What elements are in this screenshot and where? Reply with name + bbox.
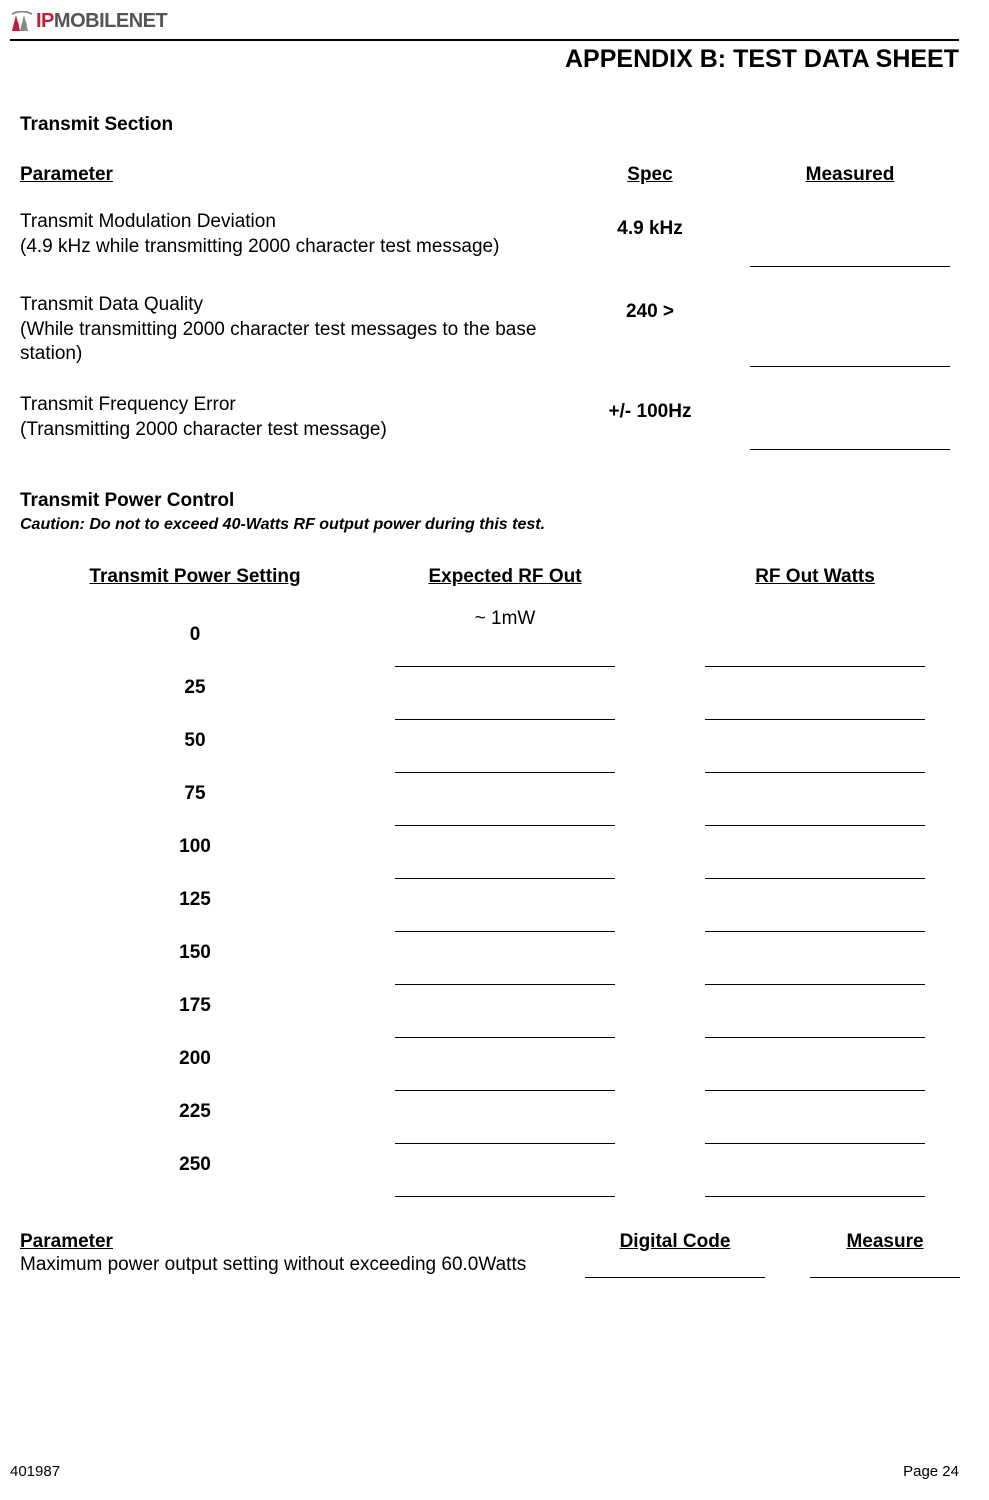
transmit-parameter: Transmit Frequency Error(Transmitting 20… — [20, 393, 550, 450]
power-setting: 200 — [40, 1048, 350, 1070]
footer-doc-number: 401987 — [10, 1463, 60, 1480]
expected-rf-out — [350, 714, 660, 767]
rf-out-watts-blank — [660, 767, 970, 820]
rf-out-watts-blank — [660, 820, 970, 873]
transmit-spec: 240 > — [550, 293, 750, 367]
rf-out-watts-blank — [660, 873, 970, 926]
caution-text: Caution: Do not to exceed 40-Watts RF ou… — [20, 516, 959, 534]
expected-rf-out — [350, 820, 660, 873]
transmit-spec: +/- 100Hz — [550, 393, 750, 450]
power-setting: 150 — [40, 942, 350, 964]
power-setting: 50 — [40, 730, 350, 752]
power-setting: 225 — [40, 1101, 350, 1123]
divider-top — [10, 39, 959, 41]
footer-page-number: Page 24 — [903, 1463, 959, 1480]
transmit-measured-blank — [750, 210, 950, 267]
section-title-power: Transmit Power Control — [20, 490, 959, 512]
expected-rf-out: ~ 1mW — [350, 608, 660, 661]
header-parameter: Parameter — [20, 164, 550, 186]
expected-rf-out — [350, 767, 660, 820]
blank-line-digital-code — [585, 1277, 765, 1278]
expected-rf-out — [350, 979, 660, 1032]
logo-ip: IP — [36, 10, 54, 32]
expected-rf-out — [350, 926, 660, 979]
rf-out-watts-blank — [660, 1138, 970, 1191]
power-setting: 125 — [40, 889, 350, 911]
power-setting: 75 — [40, 783, 350, 805]
section-title-transmit: Transmit Section — [20, 114, 959, 136]
power-setting: 100 — [40, 836, 350, 858]
expected-rf-out — [350, 661, 660, 714]
rf-out-watts-blank — [660, 661, 970, 714]
header-measure: Measure — [795, 1231, 975, 1253]
bottom-parameter: Maximum power output setting without exc… — [20, 1253, 555, 1278]
power-setting: 250 — [40, 1154, 350, 1176]
header-expected-rf: Expected RF Out — [350, 566, 660, 588]
transmit-measured-blank — [750, 293, 950, 367]
rf-out-watts-blank — [660, 979, 970, 1032]
header-spec: Spec — [550, 164, 750, 186]
header-rf-out-watts: RF Out Watts — [660, 566, 970, 588]
header-parameter-bottom: Parameter — [20, 1231, 555, 1253]
expected-rf-out — [350, 1085, 660, 1138]
header-power-setting: Transmit Power Setting — [40, 566, 350, 588]
logo-obilenet: OBILENET — [70, 10, 167, 32]
header-digital-code: Digital Code — [565, 1231, 785, 1253]
rf-out-watts-blank — [660, 926, 970, 979]
expected-rf-out — [350, 1032, 660, 1085]
logo-icon — [10, 11, 34, 33]
expected-rf-out — [350, 873, 660, 926]
appendix-title: APPENDIX B: TEST DATA SHEET — [10, 45, 959, 74]
power-setting: 175 — [40, 995, 350, 1017]
transmit-parameter: Transmit Data Quality(While transmitting… — [20, 293, 550, 367]
rf-out-watts-blank — [660, 1085, 970, 1138]
power-setting: 0 — [40, 624, 350, 646]
rf-out-watts-blank — [660, 608, 970, 661]
logo-m: M — [54, 10, 70, 32]
expected-rf-out — [350, 1138, 660, 1191]
blank-line-measure — [810, 1277, 960, 1278]
logo-text: IPMOBILENET — [36, 10, 167, 33]
logo: IPMOBILENET — [10, 10, 959, 33]
transmit-spec: 4.9 kHz — [550, 210, 750, 267]
power-setting: 25 — [40, 677, 350, 699]
header-measured: Measured — [750, 164, 950, 186]
transmit-parameter: Transmit Modulation Deviation(4.9 kHz wh… — [20, 210, 550, 267]
rf-out-watts-blank — [660, 1032, 970, 1085]
rf-out-watts-blank — [660, 714, 970, 767]
transmit-measured-blank — [750, 393, 950, 450]
footer: 401987 Page 24 — [10, 1463, 959, 1480]
